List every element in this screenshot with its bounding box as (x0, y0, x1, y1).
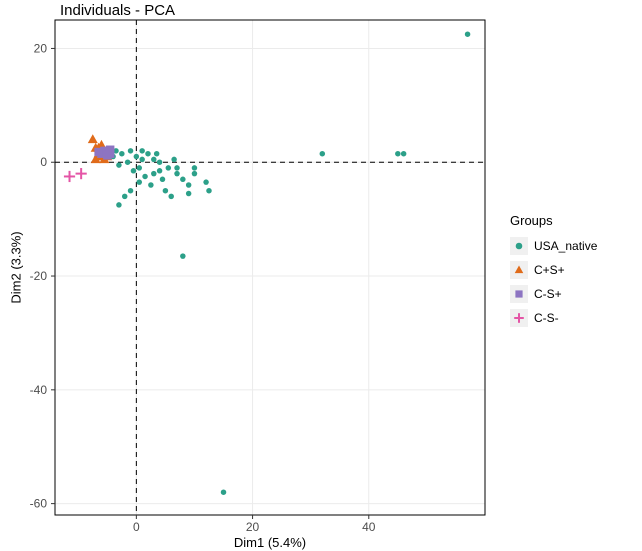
y-axis-label: Dim2 (3.3%) (8, 231, 23, 303)
x-tick-label: 20 (246, 520, 260, 534)
x-tick-label: 0 (133, 520, 140, 534)
x-tick-label: 40 (362, 520, 376, 534)
legend-item-label: C+S+ (534, 263, 565, 277)
legend-item-label: C-S+ (534, 287, 562, 301)
chart-title: Individuals - PCA (60, 2, 175, 19)
pca-chart: 02040-60-40-20020Dim1 (5.4%)Dim2 (3.3%)I… (0, 0, 642, 551)
legend-item-label: C-S- (534, 311, 559, 325)
y-tick-label: 20 (34, 41, 48, 55)
y-tick-label: 0 (40, 155, 47, 169)
y-tick-label: -40 (30, 383, 48, 397)
y-tick-label: -60 (30, 497, 48, 511)
legend: Groups USA_native C+S+ C-S+ C-S- (510, 213, 598, 327)
x-axis-label: Dim1 (5.4%) (234, 535, 306, 550)
legend-title: Groups (510, 213, 553, 228)
y-tick-label: -20 (30, 269, 48, 283)
legend-item-label: USA_native (534, 239, 598, 253)
